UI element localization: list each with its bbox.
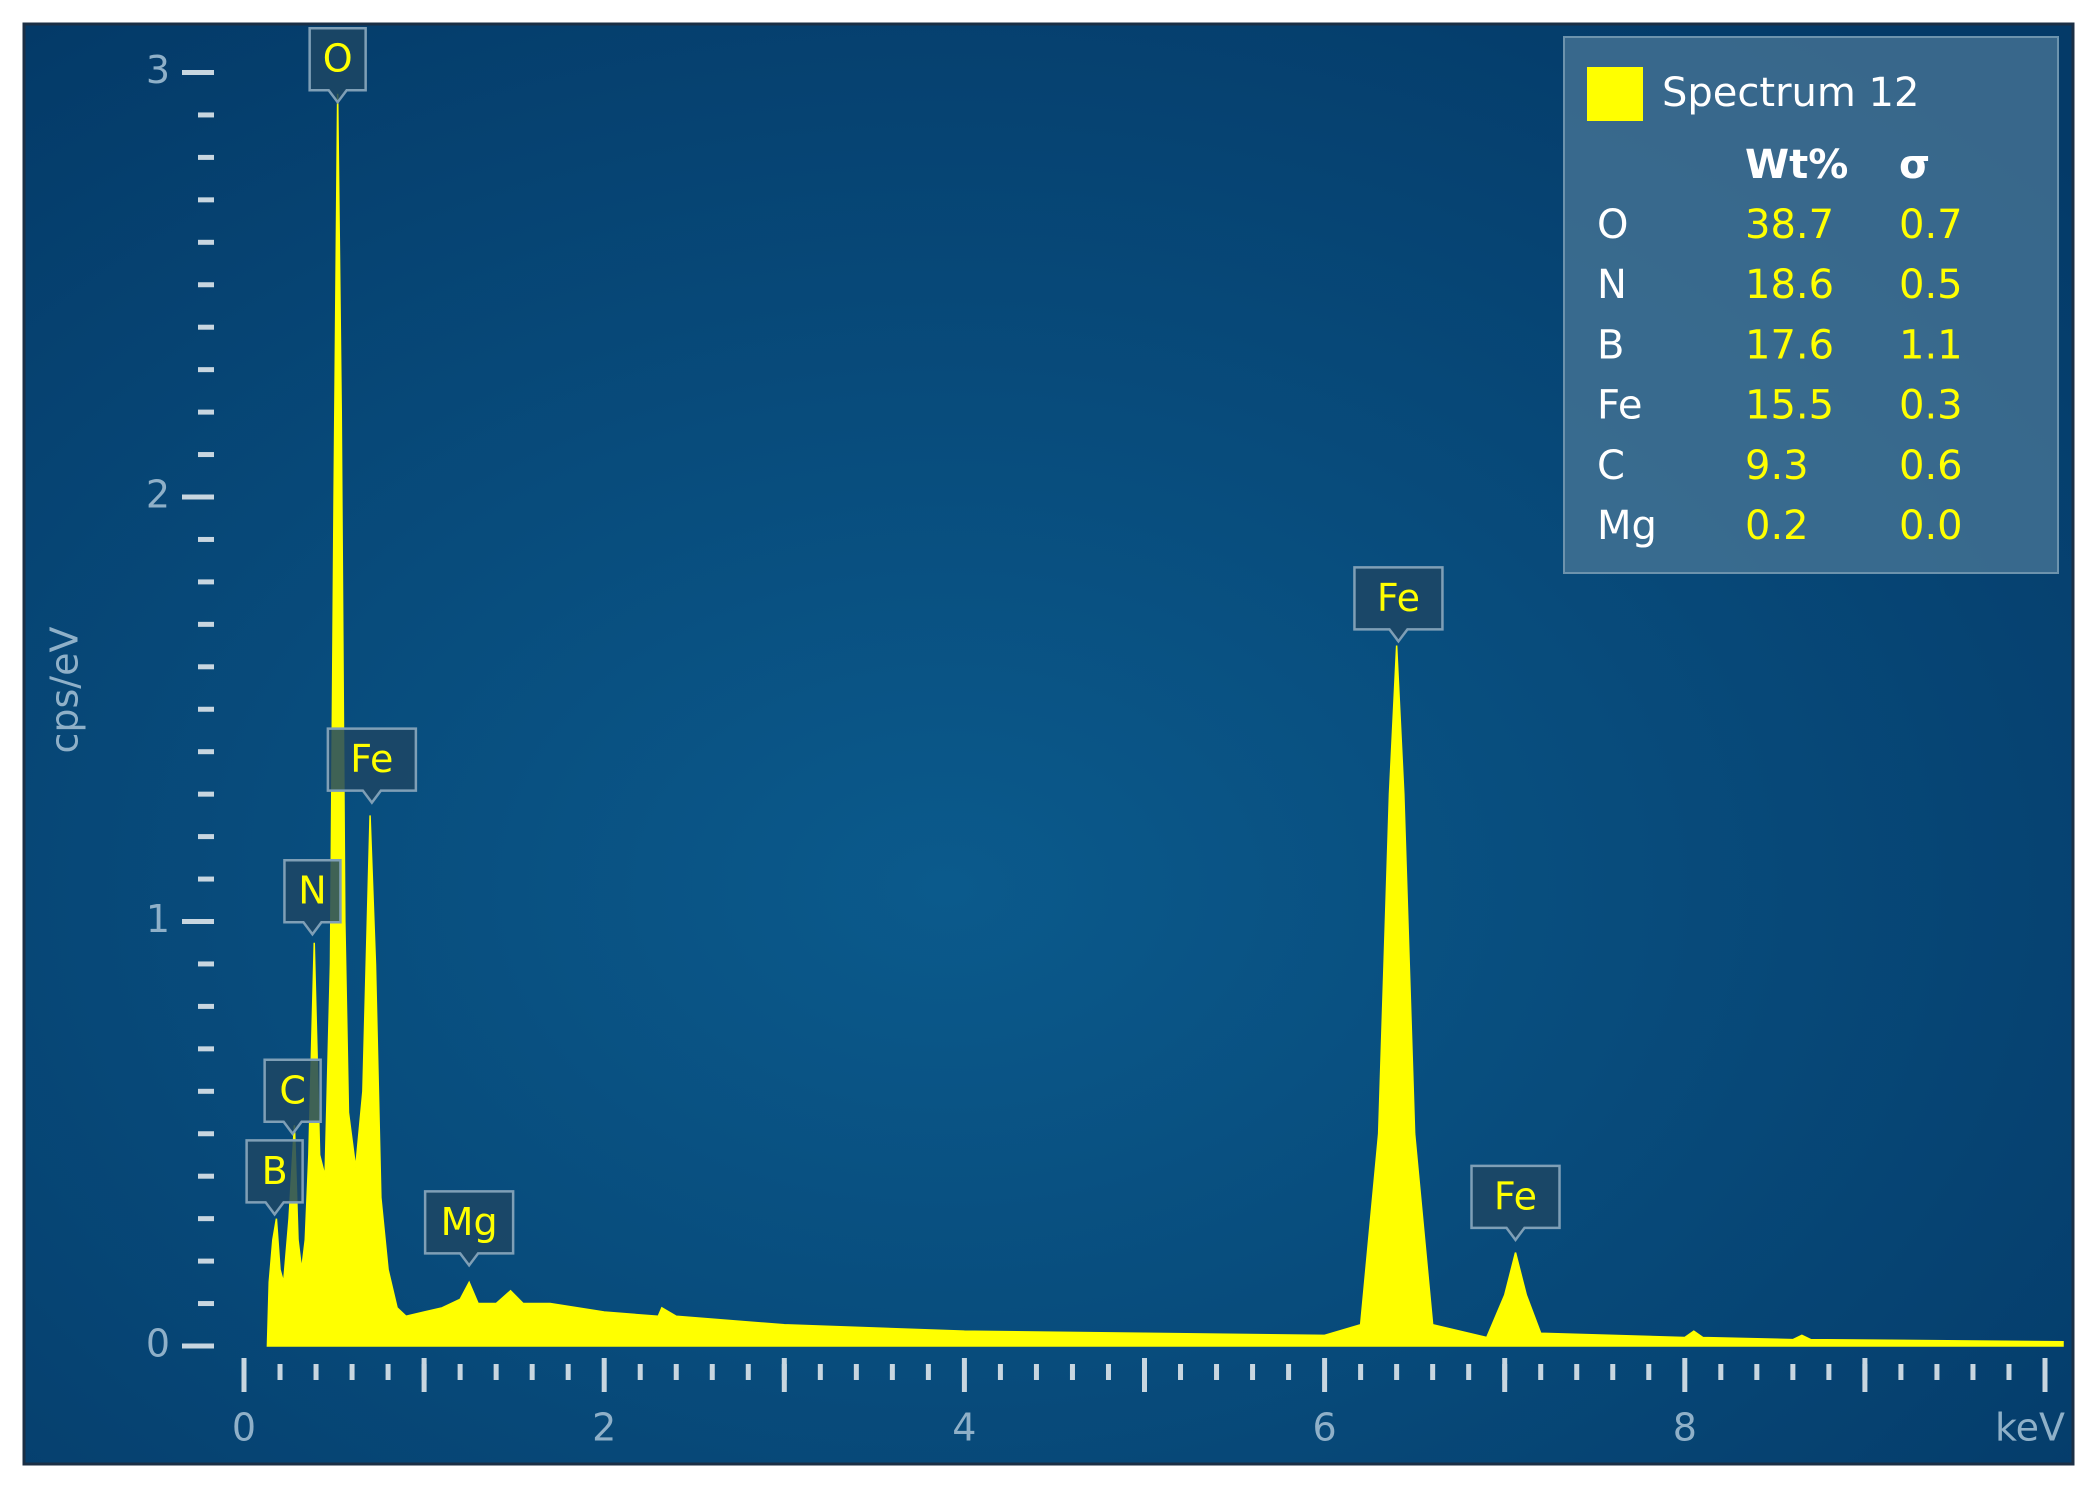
peak-label: B <box>245 1139 304 1217</box>
peak-label-box <box>1353 566 1444 644</box>
peak-label-text: C <box>279 1068 306 1112</box>
peak-label-text: O <box>323 37 353 81</box>
table-header: σ <box>1899 142 1930 188</box>
table-value: 0.5 <box>1899 262 1963 308</box>
peak-label: C <box>263 1058 322 1136</box>
x-tick-label: 6 <box>1313 1406 1337 1450</box>
table-value: 1.1 <box>1899 322 1963 368</box>
table-value: 0.7 <box>1899 202 1963 248</box>
table-value: 38.7 <box>1745 202 1834 248</box>
table-element: B <box>1597 322 1624 368</box>
peak-label: Fe <box>326 727 418 805</box>
table-value: 0.6 <box>1899 443 1963 489</box>
peak-label-text: Fe <box>1494 1174 1537 1218</box>
table-element: C <box>1597 443 1625 489</box>
legend: Spectrum 12 Wt% σ O 38.7 0.7 N 18.6 0.5 B 17.6 1.1 F… <box>1563 36 2059 574</box>
peak-label-text: Fe <box>350 737 393 781</box>
table-element: Mg <box>1597 503 1657 549</box>
table-value: 9.3 <box>1745 443 1809 489</box>
x-tick-label: 0 <box>232 1406 256 1450</box>
peak-label-box <box>423 1190 515 1268</box>
table-header: Wt% <box>1745 142 1848 188</box>
table-element: O <box>1597 202 1628 248</box>
y-tick-label: 1 <box>146 897 170 941</box>
peak-label: O <box>308 26 367 105</box>
peak-label-text: Mg <box>441 1200 498 1244</box>
y-tick-label: 2 <box>146 473 170 517</box>
y-tick-label: 0 <box>146 1322 170 1366</box>
y-axis-label: cps/eV <box>43 627 87 754</box>
table-element: N <box>1597 262 1627 308</box>
x-tick-label: 4 <box>952 1406 976 1450</box>
y-tick-label: 3 <box>146 48 170 92</box>
legend-swatch <box>1587 67 1643 121</box>
peak-label: Fe <box>1353 566 1444 644</box>
legend-box <box>1563 36 2059 574</box>
peak-label-text: B <box>262 1149 288 1193</box>
peak-label-box <box>1470 1164 1561 1242</box>
peak-label: N <box>283 858 342 937</box>
peak-label-box <box>263 1058 322 1136</box>
table-value: 0.2 <box>1745 503 1809 549</box>
peak-label-box <box>308 26 367 105</box>
peak-label-box <box>283 858 342 937</box>
peak-label: Mg <box>423 1190 515 1268</box>
peak-label-text: Fe <box>1377 576 1420 620</box>
x-tick-label: 2 <box>592 1406 616 1450</box>
table-value: 0.3 <box>1899 383 1963 429</box>
table-element: Fe <box>1597 383 1642 429</box>
table-value: 17.6 <box>1745 322 1834 368</box>
legend-label: Spectrum 12 <box>1662 70 1919 116</box>
table-value: 18.6 <box>1745 262 1834 308</box>
table-value: 0.0 <box>1899 503 1963 549</box>
table-value: 15.5 <box>1745 383 1834 429</box>
x-axis-label: keV <box>1995 1406 2065 1450</box>
peak-label: Fe <box>1470 1164 1561 1242</box>
x-tick-label: 8 <box>1673 1406 1697 1450</box>
spectrum-area <box>266 93 2064 1347</box>
peak-label-text: N <box>298 869 326 913</box>
peak-label-box <box>245 1139 304 1217</box>
peak-label-box <box>326 727 418 805</box>
